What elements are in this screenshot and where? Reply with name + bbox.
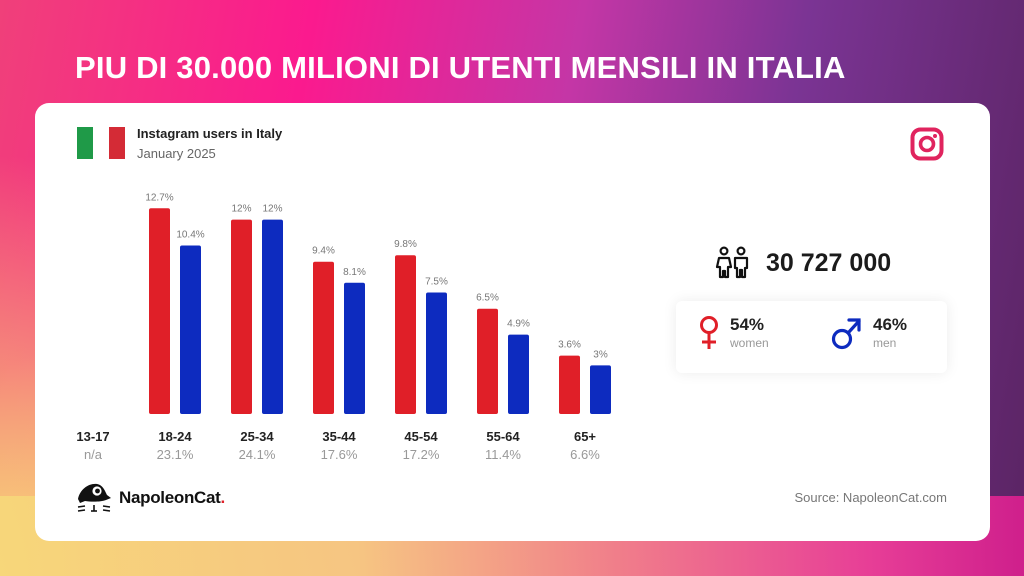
- value-label-women-55-64: 6.5%: [476, 293, 499, 304]
- women-label: women: [730, 336, 769, 350]
- value-label-women-45-54: 9.8%: [394, 239, 417, 250]
- category-label: 25-34: [240, 429, 274, 444]
- category-total: 6.6%: [570, 447, 600, 462]
- logo-text: NapoleonCat: [119, 488, 221, 507]
- bar-men-65+: [590, 365, 611, 414]
- value-label-men-55-64: 4.9%: [507, 319, 530, 330]
- category-total: 17.2%: [403, 447, 440, 462]
- chart-title: Instagram users in Italy: [137, 126, 283, 141]
- flag-white-stripe: [93, 127, 109, 159]
- value-label-women-25-34: 12%: [231, 204, 251, 215]
- value-label-women-18-24: 12.7%: [145, 192, 173, 203]
- bar-men-35-44: [344, 282, 365, 414]
- category-label: 35-44: [322, 429, 356, 444]
- total-users-row: 30 727 000: [714, 246, 891, 280]
- flag-red-stripe: [109, 127, 125, 159]
- value-label-women-65+: 3.6%: [558, 340, 581, 351]
- napoleoncat-logo[interactable]: NapoleonCat.: [75, 481, 225, 515]
- women-percent: 54%: [730, 315, 765, 334]
- instagram-icon: [910, 127, 944, 161]
- bar-women-55-64: [477, 308, 498, 414]
- people-icon: [715, 246, 749, 279]
- bar-men-45-54: [426, 292, 447, 414]
- bar-men-25-34: [262, 219, 283, 414]
- bar-women-65+: [559, 355, 580, 414]
- value-label-men-35-44: 8.1%: [343, 267, 366, 278]
- category-label: 18-24: [158, 429, 192, 444]
- bar-men-18-24: [180, 245, 201, 414]
- chart-subtitle: January 2025: [137, 146, 216, 161]
- napoleoncat-cat-icon: [77, 483, 111, 512]
- category-label: 65+: [574, 429, 596, 444]
- male-symbol-icon: [831, 318, 861, 350]
- bar-women-25-34: [231, 219, 252, 414]
- category-total: n/a: [84, 447, 103, 462]
- value-label-men-45-54: 7.5%: [425, 277, 448, 288]
- gender-split-box: 54% women 46% men: [676, 301, 947, 373]
- italy-flag-icon: [77, 127, 125, 159]
- value-label-women-35-44: 9.4%: [312, 246, 335, 257]
- total-users-value: 30 727 000: [766, 248, 892, 277]
- page-headline: PIU DI 30.000 MILIONI DI UTENTI MENSILI …: [75, 50, 846, 85]
- female-symbol-icon: [700, 316, 718, 349]
- source-credit: Source: NapoleonCat.com: [794, 490, 947, 505]
- men-stat: 46% men: [831, 315, 907, 351]
- category-label: 55-64: [486, 429, 520, 444]
- category-total: 23.1%: [157, 447, 194, 462]
- category-label: 45-54: [404, 429, 438, 444]
- category-total: 17.6%: [321, 447, 358, 462]
- flag-green-stripe: [77, 127, 93, 159]
- value-label-men-25-34: 12%: [262, 204, 282, 215]
- bar-women-18-24: [149, 208, 170, 414]
- value-label-men-18-24: 10.4%: [176, 230, 204, 241]
- men-label: men: [873, 336, 897, 350]
- men-percent: 46%: [873, 315, 908, 334]
- category-total: 11.4%: [485, 447, 521, 462]
- bar-women-35-44: [313, 261, 334, 414]
- category-label: 13-17: [76, 429, 109, 444]
- women-stat: 54% women: [698, 315, 769, 351]
- bar-women-45-54: [395, 255, 416, 414]
- value-label-men-65+: 3%: [593, 349, 608, 360]
- logo-dot: .: [220, 488, 226, 507]
- bar-men-55-64: [508, 334, 529, 414]
- category-total: 24.1%: [239, 447, 276, 462]
- napoleoncat-wordmark: NapoleonCat.: [119, 488, 225, 508]
